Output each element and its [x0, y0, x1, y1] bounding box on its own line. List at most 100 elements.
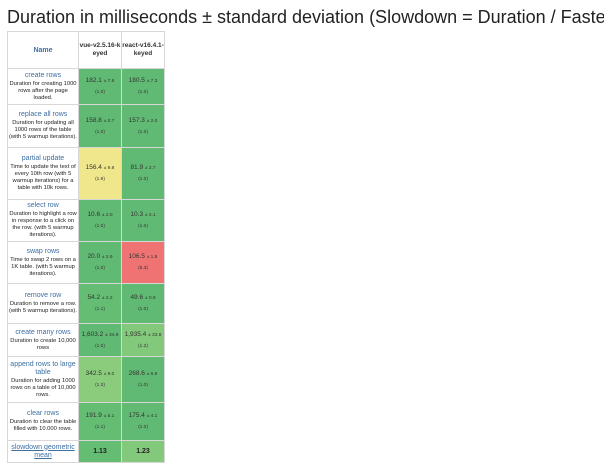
slowdown-factor: (1.0)	[138, 129, 148, 135]
duration-value: 180.5	[128, 77, 145, 84]
slowdown-factor: (1.0)	[138, 177, 148, 182]
standard-deviation: ± 2.1	[144, 213, 156, 218]
benchmark-name-cell: create many rows Duration to create 10,00…	[7, 323, 79, 357]
slowdown-factor: (1.0)	[138, 307, 148, 312]
standard-deviation: ± 1.8	[146, 255, 158, 260]
duration-value: 20.0	[87, 253, 101, 260]
benchmark-value-cell: 1,935.4 ± 33.8 (1.2)	[121, 323, 165, 357]
benchmark-name-link[interactable]: partial update	[21, 155, 65, 162]
slowdown-factor: (1.0)	[138, 224, 148, 229]
benchmark-name-cell: clear rows Duration to clear the table fi…	[7, 402, 79, 441]
benchmark-row: create rows Duration for creating 1000 ro…	[7, 68, 165, 105]
benchmark-name-cell: append rows to large table Duration for a…	[7, 356, 79, 403]
duration-value: 156.4	[85, 164, 102, 171]
standard-deviation: ± 7.8	[103, 79, 115, 84]
slowdown-factor: (1.1)	[95, 425, 105, 430]
standard-deviation: ± 2.2	[101, 296, 113, 301]
slowdown-factor: (1.2)	[138, 343, 148, 349]
geometric-mean-label-cell: slowdown geometric mean	[7, 440, 79, 463]
duration-value: 182.1	[85, 77, 102, 84]
cell-main-line: 81.9 ± 2.7	[123, 164, 164, 173]
benchmark-name-link[interactable]: create many rows	[15, 328, 71, 336]
duration-value: 342.5	[85, 370, 102, 377]
framework-header-vue: vue-v2.5.16-keyed	[78, 31, 122, 69]
benchmark-name-link[interactable]: replace all rows	[18, 111, 68, 118]
benchmark-name-cell: remove row Duration to remove a row. (wit…	[7, 283, 79, 324]
slowdown-factor: (1.0)	[138, 383, 148, 388]
slowdown-factor: (1.9)	[95, 177, 105, 182]
standard-deviation: ± 4.1	[146, 414, 158, 419]
benchmark-table: Name vue-v2.5.16-keyed react-v16.4.1-key…	[7, 31, 165, 463]
standard-deviation: ± 2.0	[101, 213, 113, 218]
slowdown-factor: (1.0)	[95, 224, 105, 229]
cell-main-line: 49.6 ± 0.9	[123, 294, 164, 303]
benchmark-value-cell: 191.9 ± 5.1 (1.1)	[78, 402, 122, 441]
cell-main-line: 20.0 ± 2.9	[80, 253, 121, 262]
benchmark-row: append rows to large table Duration for a…	[7, 356, 165, 403]
benchmark-name-cell: replace all rows Duration for updating al…	[7, 104, 79, 148]
slowdown-factor: (1.3)	[95, 383, 105, 388]
cell-main-line: 106.5 ± 1.8	[123, 253, 164, 262]
benchmark-value-cell: 342.5 ± 9.0 (1.3)	[78, 356, 122, 403]
benchmark-name-cell: partial update Time to update the text of…	[7, 147, 79, 200]
cell-main-line: 180.5 ± 7.3	[123, 77, 164, 86]
cell-main-line: 156.4 ± 9.8	[80, 164, 121, 173]
slowdown-factor: (1.0)	[95, 90, 105, 95]
benchmark-name-link[interactable]: remove row	[24, 292, 62, 299]
duration-value: 158.8	[85, 116, 102, 124]
benchmark-name-cell: swap rows Time to swap 2 rows on a 1K tab…	[7, 241, 79, 284]
geometric-mean-link[interactable]: slowdown geometric mean	[11, 443, 75, 459]
standard-deviation: ± 0.9	[144, 296, 156, 301]
slowdown-factor: (1.0)	[138, 425, 148, 430]
benchmark-row: select row Duration to highlight a row in…	[7, 199, 165, 242]
benchmark-value-cell: 54.2 ± 2.2 (1.1)	[78, 283, 122, 324]
slowdown-factor: (1.1)	[95, 307, 105, 312]
standard-deviation: ± 2.0	[146, 118, 158, 124]
standard-deviation: ± 2.7	[103, 118, 115, 124]
geometric-mean-value: 1.23	[121, 440, 165, 463]
slowdown-factor: (1.0)	[138, 90, 148, 95]
benchmark-row: clear rows Duration to clear the table fi…	[7, 402, 165, 441]
benchmark-name-link[interactable]: append rows to large table	[10, 360, 76, 376]
benchmark-row: remove row Duration to remove a row. (wit…	[7, 283, 165, 324]
header-row: Name vue-v2.5.16-keyed react-v16.4.1-key…	[7, 31, 165, 69]
benchmark-name-link[interactable]: select row	[27, 202, 59, 209]
benchmark-value-cell: 268.6 ± 6.9 (1.0)	[121, 356, 165, 403]
framework-name: react-v16.4.1-keyed	[122, 42, 164, 57]
standard-deviation: ± 2.7	[144, 166, 156, 171]
benchmark-description: Duration to remove a row. (with 5 warmup…	[9, 301, 77, 314]
cell-main-line: 158.8 ± 2.7	[80, 116, 121, 126]
benchmark-name-link[interactable]: swap rows	[26, 247, 60, 255]
standard-deviation: ± 33.8	[148, 332, 162, 338]
benchmark-value-cell: 182.1 ± 7.8 (1.0)	[78, 68, 122, 105]
cell-main-line: 268.6 ± 6.9	[123, 370, 164, 379]
cell-main-line: 10.6 ± 2.0	[80, 211, 121, 220]
benchmark-value-cell: 1,603.2 ± 34.9 (1.0)	[78, 323, 122, 357]
duration-value: 49.6	[130, 294, 144, 301]
duration-value: 1,603.2	[81, 330, 104, 338]
benchmark-name-cell: select row Duration to highlight a row in…	[7, 199, 79, 242]
duration-value: 268.6	[128, 370, 145, 377]
geometric-mean-row: slowdown geometric mean 1.13 1.23	[7, 440, 165, 463]
duration-value: 106.5	[128, 253, 145, 260]
duration-value: 1,935.4	[124, 330, 147, 338]
benchmark-value-cell: 49.6 ± 0.9 (1.0)	[121, 283, 165, 324]
benchmark-name-link[interactable]: create rows	[24, 71, 62, 79]
duration-value: 81.9	[130, 164, 144, 171]
benchmark-value-cell: 10.6 ± 2.0 (1.0)	[78, 199, 122, 242]
benchmark-value-cell: 20.0 ± 2.9 (1.0)	[78, 241, 122, 284]
benchmark-value-cell: 81.9 ± 2.7 (1.0)	[121, 147, 165, 200]
geometric-mean-value: 1.13	[78, 440, 122, 463]
benchmark-description: Duration to create 10,000 rows	[10, 337, 76, 351]
slowdown-factor: (1.0)	[95, 343, 105, 349]
benchmark-value-cell: 157.3 ± 2.0 (1.0)	[121, 104, 165, 148]
standard-deviation: ± 34.9	[105, 332, 119, 338]
benchmark-value-cell: 158.8 ± 2.7 (1.0)	[78, 104, 122, 148]
benchmark-description: Time to update the text of every 10th ro…	[10, 164, 76, 191]
cell-main-line: 1,935.4 ± 33.8	[123, 330, 164, 340]
duration-value: 10.6	[87, 211, 101, 218]
benchmark-name-link[interactable]: clear rows	[27, 410, 59, 417]
benchmark-description: Duration to highlight a row in response …	[9, 211, 77, 238]
standard-deviation: ± 5.1	[103, 414, 115, 419]
framework-header-react: react-v16.4.1-keyed	[121, 31, 165, 69]
